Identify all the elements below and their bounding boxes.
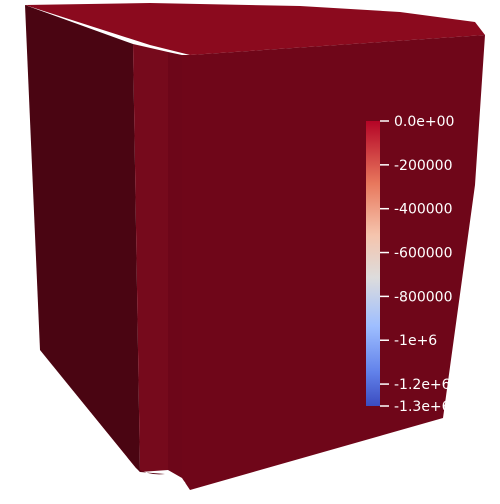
mesh-object [25,3,485,504]
mesh-right-face [182,35,485,490]
colorbar-tick-label: 0.0e+00 [394,114,454,130]
colorbar-tick-label: -400000 [394,202,453,218]
colorbar-ticks: 0.0e+00 -200000 -400000 -600000 -800000 -1e+6… [380,114,454,415]
colorbar-legend: 0.0e+00 -200000 -400000 -600000 -800000 -1e+6… [366,114,454,415]
mesh-bottom-fillet [130,474,190,504]
mesh-groove-strip-mid [168,52,182,478]
colorbar-tick-label: -1.3e+6 [394,399,451,415]
mesh-groove-strip [133,44,168,472]
colorbar-tick-label: -1.2e+6 [394,377,451,393]
mesh-top-face [25,3,485,55]
colorbar-tick-label: -200000 [394,158,453,174]
colorbar-tick-label: -1e+6 [394,333,437,349]
mesh-left-face [25,5,140,472]
colorbar-tick-label: -800000 [394,289,453,305]
colorbar-gradient [366,121,380,406]
colorbar-tick-label: -600000 [394,246,453,262]
